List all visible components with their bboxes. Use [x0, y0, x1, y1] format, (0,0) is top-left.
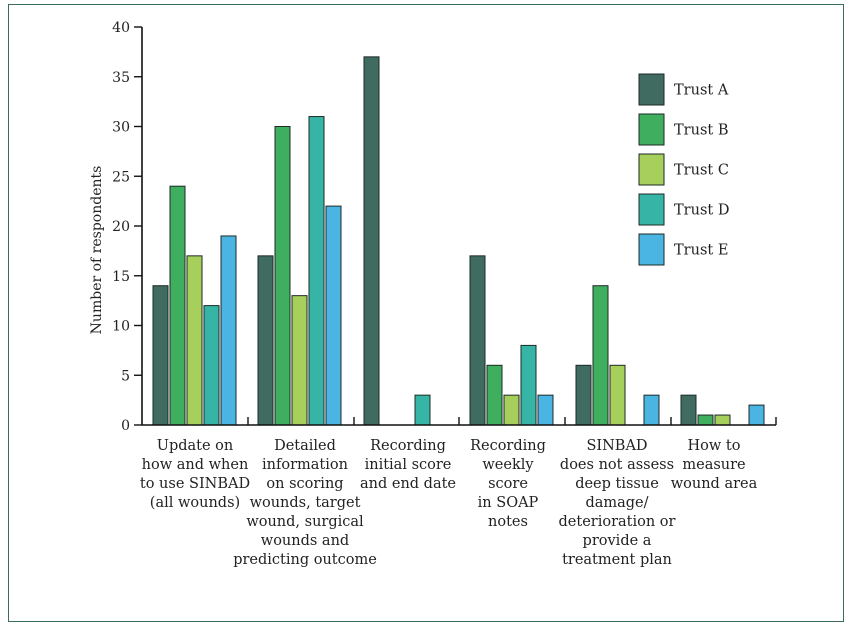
- legend-label-trust-d: Trust D: [674, 203, 729, 219]
- x-category-label-line: provide a: [583, 533, 652, 549]
- x-category-label-line: wound area: [671, 476, 758, 492]
- bar-trust-c-cat-4: [503, 394, 520, 426]
- y-tick-label: 5: [121, 368, 130, 384]
- x-category-label-line: Recording: [370, 438, 446, 454]
- bar-trust-a-cat-5: [575, 364, 592, 426]
- legend-swatch-trust-b: [638, 113, 665, 146]
- y-tick-label: 15: [112, 269, 130, 285]
- x-category-label-line: weekly: [482, 457, 534, 473]
- x-category-label-line: wound, surgical: [246, 514, 364, 530]
- y-tick-label: 25: [112, 169, 130, 185]
- bar-trust-b-cat-2: [274, 126, 291, 426]
- bar-trust-c-cat-2: [291, 295, 308, 426]
- x-category-label: Update on how and when to use SINBAD (all w…: [140, 438, 250, 511]
- x-category-label-line: Recording: [470, 438, 546, 454]
- x-category-label-line: in SOAP: [478, 495, 539, 511]
- y-tick-label: 20: [112, 219, 130, 235]
- bar-trust-b-cat-4: [486, 364, 503, 426]
- bar-trust-c-cat-5: [609, 364, 626, 426]
- bar-trust-d-cat-1: [203, 305, 220, 426]
- x-category-label-line: (all wounds): [150, 495, 240, 511]
- bar-trust-d-cat-3: [414, 394, 431, 426]
- x-category-label-line: information: [262, 457, 348, 473]
- x-category-label-line: Detailed: [274, 438, 336, 454]
- bar-trust-e-cat-5: [643, 394, 660, 426]
- x-category-label: SINBAD does not assess deep tissue damage/d…: [559, 438, 676, 568]
- bar-trust-e-cat-2: [325, 205, 342, 426]
- legend-label-trust-b: Trust B: [674, 123, 728, 139]
- x-category-label: Detailed information on scoring wounds, tar…: [233, 438, 377, 568]
- x-category-label-line: to use SINBAD: [140, 476, 250, 492]
- bar-trust-d-cat-2: [308, 116, 325, 426]
- bar-trust-b-cat-1: [169, 185, 186, 426]
- bar-trust-b-cat-5: [592, 285, 609, 426]
- x-category-label: How to measure wound area: [671, 438, 758, 492]
- y-tick-label: 10: [112, 319, 130, 335]
- bars-layer: [152, 56, 765, 426]
- legend-label-trust-e: Trust E: [674, 243, 728, 259]
- y-tick-label: 0: [121, 418, 130, 434]
- x-category-label-line: deterioration or: [559, 514, 676, 530]
- x-category-label-line: SINBAD: [586, 438, 647, 454]
- legend-label-trust-c: Trust C: [674, 163, 729, 179]
- bar-trust-e-cat-1: [220, 235, 237, 426]
- x-category-label-line: measure: [682, 457, 745, 473]
- bar-trust-e-cat-4: [537, 394, 554, 426]
- x-category-label-line: notes: [488, 514, 528, 530]
- bar-trust-e-cat-6: [748, 404, 765, 426]
- labels-layer: Number of respondents Update on how and wh…: [89, 166, 758, 568]
- x-category-label-line: treatment plan: [562, 552, 672, 568]
- bar-trust-a-cat-3: [363, 56, 380, 426]
- legend-swatch-trust-c: [638, 153, 665, 186]
- x-category-label-line: damage/: [585, 495, 648, 511]
- x-category-label-line: initial score: [365, 457, 452, 473]
- bar-trust-b-cat-6: [697, 414, 714, 426]
- legend: Trust A Trust B Trust C Trust D Trust E: [638, 73, 729, 266]
- x-category-label-line: wounds, target: [250, 495, 361, 511]
- bar-trust-a-cat-2: [257, 255, 274, 426]
- legend-swatch-trust-d: [638, 193, 665, 226]
- y-axis-title: Number of respondents: [89, 166, 105, 335]
- x-category-label: Recording weekly score in SOAP notes: [470, 438, 546, 530]
- bar-trust-a-cat-4: [469, 255, 486, 426]
- chart-frame: [8, 4, 844, 622]
- y-tick-label: 35: [112, 70, 130, 86]
- x-category-label-line: How to: [688, 438, 741, 454]
- bar-trust-c-cat-6: [714, 414, 731, 426]
- x-category-label-line: and end date: [360, 476, 456, 492]
- x-category-label-line: score: [488, 476, 528, 492]
- y-tick-label: 30: [112, 120, 130, 136]
- x-category-label-line: deep tissue: [575, 476, 659, 492]
- bar-trust-d-cat-4: [520, 344, 537, 426]
- x-category-label: Recording initial score and end date: [360, 438, 456, 492]
- x-category-label-line: how and when: [142, 457, 249, 473]
- x-category-label-line: wounds and: [261, 533, 349, 549]
- legend-label-trust-a: Trust A: [674, 83, 729, 99]
- x-category-label-line: predicting outcome: [233, 552, 377, 568]
- x-category-label-line: on scoring: [266, 476, 343, 492]
- y-tick-label: 40: [112, 20, 130, 36]
- legend-swatch-trust-a: [638, 73, 665, 106]
- legend-swatch-trust-e: [638, 233, 665, 266]
- bar-trust-a-cat-1: [152, 285, 169, 426]
- x-category-label-line: Update on: [157, 438, 234, 454]
- bar-trust-c-cat-1: [186, 255, 203, 426]
- axes-layer: 0 5 10 15 20 25 30 35 40: [112, 20, 777, 434]
- x-category-label-line: does not assess: [560, 457, 674, 473]
- bar-trust-a-cat-6: [680, 394, 697, 426]
